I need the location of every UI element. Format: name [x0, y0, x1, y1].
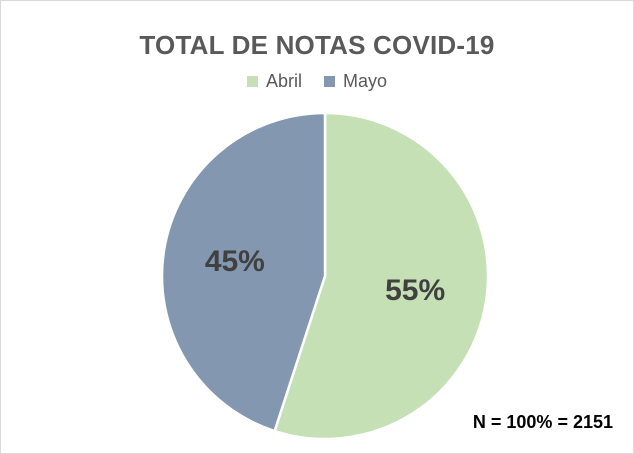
data-label-abril: 55%	[385, 274, 445, 307]
legend-item-mayo: Mayo	[324, 71, 387, 92]
legend-swatch-abril	[246, 76, 258, 87]
sample-size-note: N = 100% = 2151	[472, 412, 613, 432]
pie-slice-abril	[273, 111, 490, 441]
legend-label-mayo: Mayo	[343, 71, 388, 91]
legend-swatch-mayo	[324, 76, 335, 87]
pie-slice-mayo	[160, 111, 327, 433]
legend-item-abril: Abril	[246, 71, 302, 92]
legend-label-abril: Abril	[265, 71, 302, 91]
data-label-mayo: 45%	[205, 245, 265, 278]
chart-title: TOTAL DE NOTAS COVID-19	[139, 30, 495, 60]
legend: Abril Mayo	[0, 71, 634, 92]
